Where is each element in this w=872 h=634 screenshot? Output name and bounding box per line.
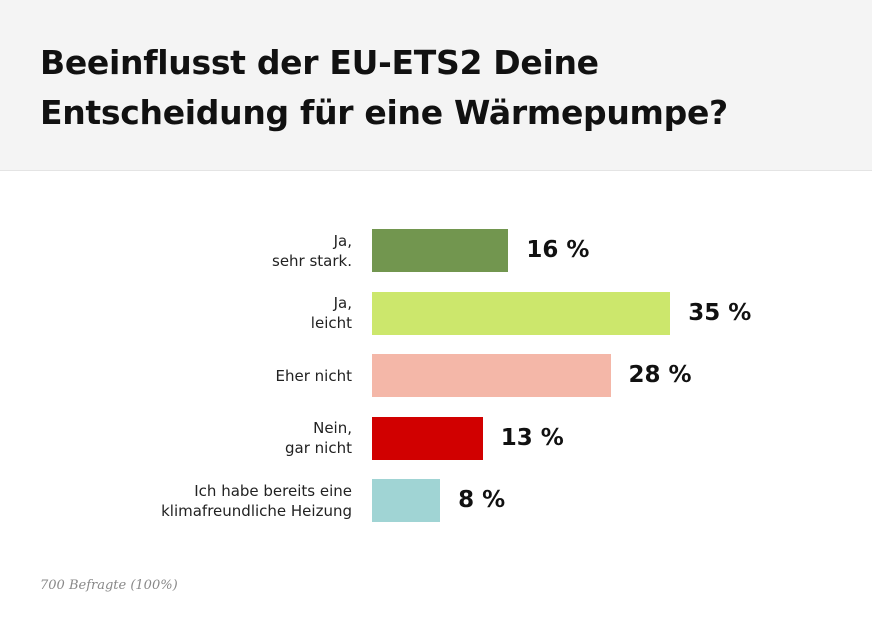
value-label: 8 %: [458, 487, 506, 513]
bar: [372, 354, 611, 397]
category-label: Ich habe bereits eine klimafreundliche H…: [161, 481, 352, 520]
value-label: 16 %: [526, 237, 590, 263]
value-label: 13 %: [500, 424, 564, 451]
bar: [372, 291, 671, 335]
category-label: Ja, leicht: [310, 294, 352, 332]
bar: [372, 416, 483, 460]
bar: [372, 229, 509, 272]
note: 700 Befragte (100%): [40, 578, 178, 593]
chart-title: Beeinflusst der EU-ETS2 Deine Entscheidu…: [40, 43, 728, 132]
category-label: Eher nicht: [275, 366, 352, 385]
value-label: 35 %: [688, 299, 752, 326]
value-label: 28 %: [628, 362, 692, 388]
bar: [372, 479, 441, 522]
category-label: Ja, sehr stark.: [272, 231, 352, 270]
header: Beeinflusst der EU-ETS2 Deine Entscheidu…: [0, 0, 872, 171]
category-label: Nein, gar nicht: [285, 419, 352, 457]
